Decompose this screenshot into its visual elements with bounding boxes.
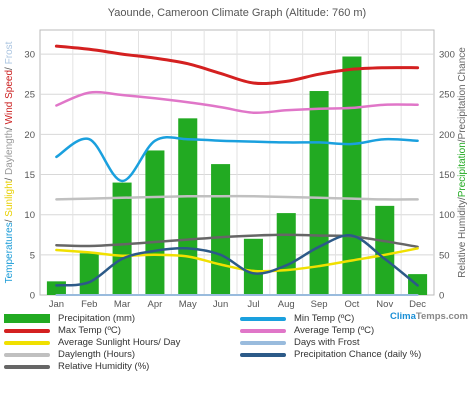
y-axis-left-title-segment: / [4,124,15,130]
site-credit: ClimaTemps.com [390,311,468,322]
y-axis-left-title: Temperatures/ Sunlight/ Daylength/ Wind … [4,41,15,283]
y-right-tick-label: 50 [439,250,450,261]
y-right-tick-label: 300 [439,50,455,61]
x-tick-label: Apr [148,299,163,310]
x-tick-label: Mar [114,299,130,310]
y-axis-right-title-segment: Relative Humidity [457,200,468,278]
y-axis-left-title-segment: Frost [4,41,15,64]
y-axis-left-title-segment: Temperatures [4,222,15,283]
legend-swatch [4,314,50,323]
series-line-precipitation-chance-daily [55,234,419,287]
x-tick-label: Sep [311,299,328,310]
y-axis-right-title-segment: Precipitation Chance [457,47,468,140]
x-tick-label: Oct [345,299,360,310]
y-right-tick-label: 200 [439,130,455,141]
y-axis-left-title-segment: Daylength [4,130,15,175]
y-left-tick-label: 30 [24,50,35,61]
legend-swatch [4,341,50,345]
y-axis-right-title-segment: / [457,197,468,200]
precipitation-bar [243,238,263,295]
y-axis-right-title-segment: / [457,139,468,142]
precipitation-bar [112,182,132,295]
y-axis-left-title-segment: Sunlight [4,180,15,216]
legend-label: Days with Frost [294,337,360,348]
series-line-average-temp-c [55,90,419,115]
y-axis-left-title-segment: / [4,175,15,181]
precipitation-bar [276,213,296,295]
series-line-average-sunlight-hours-day [55,247,419,273]
y-axis-left-title-segment: Wind Speed [4,70,15,124]
precipitation-bar [211,164,231,295]
y-left-tick-label: 20 [24,130,35,141]
y-right-tick-label: 250 [439,90,455,101]
x-tick-label: Jul [247,299,259,310]
x-tick-label: Feb [81,299,97,310]
legend-label: Relative Humidity (%) [58,361,150,372]
legend-label: Average Sunlight Hours/ Day [58,337,181,348]
x-tick-label: Dec [409,299,426,310]
y-axis-left-title-segment: / [4,64,15,70]
y-left-tick-label: 0 [30,291,35,302]
x-tick-label: Jun [213,299,228,310]
series-line-daylength-hours [55,194,419,201]
y-right-tick-label: 0 [439,291,444,302]
precipitation-bar [178,118,198,295]
y-right-tick-label: 150 [439,170,455,181]
chart-legend: Precipitation (mm) Min Temp (ºC) Max Temp … [0,310,474,400]
series-line-min-temp-c [55,136,419,183]
legend-label: Max Temp (ºC) [58,325,121,336]
climate-chart: Yaounde, Cameroon Climate Graph (Altitud… [4,7,468,310]
precipitation-bar [375,205,395,295]
credit-part-1: Clima [390,311,416,322]
legend-swatch [240,353,286,357]
x-tick-label: Nov [376,299,393,310]
legend-swatch [4,329,50,333]
chart-title: Yaounde, Cameroon Climate Graph (Altitud… [108,7,366,19]
y-axis-right-title-segment: Precipitation [457,142,468,197]
precipitation-bar [145,150,165,295]
legend-label: Min Temp (ºC) [294,313,355,324]
y-axis-right-title: Relative Humidity/Precipitation/Precipit… [457,47,468,278]
legend-swatch [240,329,286,333]
y-left-tick-label: 10 [24,210,35,221]
series-line-max-temp-c [54,44,420,86]
credit-part-2: Temps.com [415,311,468,322]
legend-swatch [4,365,50,369]
legend-swatch [4,353,50,357]
y-axis-left-title-segment: / [4,217,15,223]
legend-label: Daylength (Hours) [58,349,136,360]
y-left-tick-label: 15 [24,170,35,181]
legend-swatch [240,341,286,345]
x-tick-label: May [179,299,197,310]
x-tick-label: Jan [49,299,64,310]
legend-label: Precipitation Chance (daily %) [294,349,422,360]
precipitation-bar [79,253,99,295]
y-left-tick-label: 25 [24,90,35,101]
x-tick-label: Aug [278,299,295,310]
legend-label: Precipitation (mm) [58,313,136,324]
legend-swatch [240,317,286,321]
y-left-tick-label: 5 [30,250,35,261]
legend-label: Average Temp (ºC) [294,325,375,336]
precipitation-bar [46,281,66,295]
y-right-tick-label: 100 [439,210,455,221]
